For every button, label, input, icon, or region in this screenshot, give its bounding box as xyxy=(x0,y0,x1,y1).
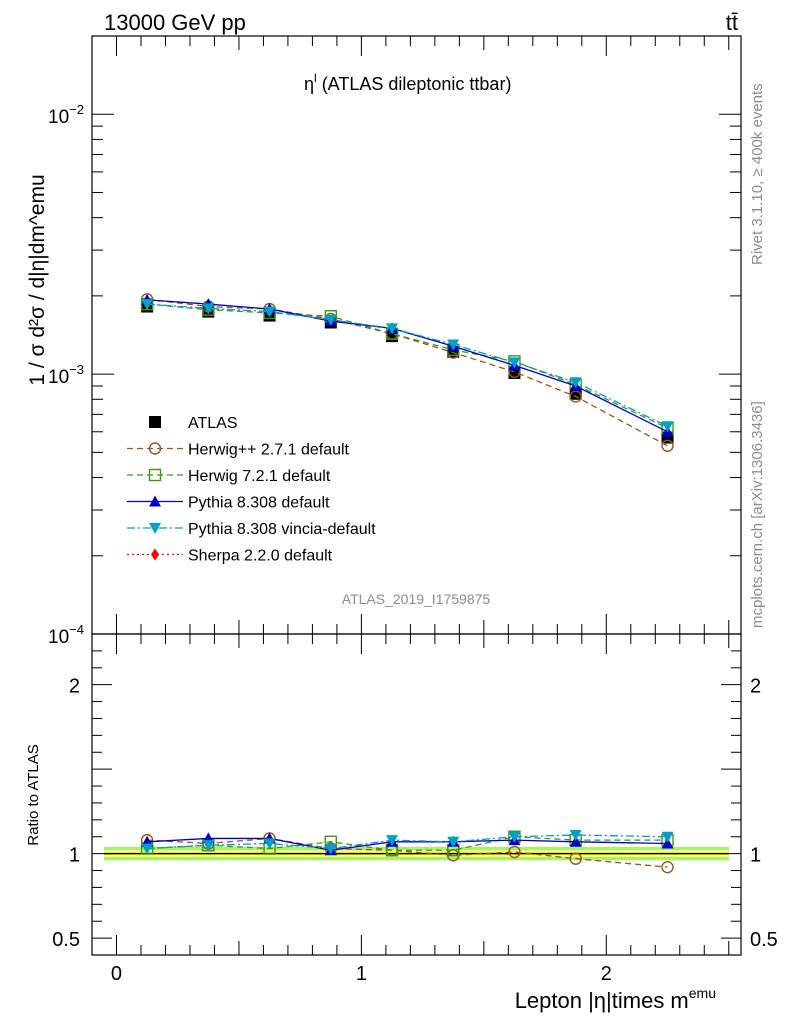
legend-entry: ATLAS xyxy=(149,415,238,432)
x-tick-label: 1 xyxy=(356,963,367,985)
main-ytick-label: 10−2 xyxy=(48,102,84,128)
legend: ATLAS Herwig++ 2.7.1 default Herwig 7.2.1 … xyxy=(127,415,376,565)
legend-label: Herwig 7.2.1 default xyxy=(188,468,331,485)
main-ytick-label-base: 10 xyxy=(48,107,69,128)
main-ytick-label-exp: −3 xyxy=(69,362,84,377)
legend-marker xyxy=(149,495,161,507)
series-line xyxy=(147,303,668,429)
legend-entry: Sherpa 2.2.0 default xyxy=(127,548,333,565)
legend-entry: Herwig 7.2.1 default xyxy=(127,468,331,485)
ratio-data-point xyxy=(508,831,521,843)
ratio-series-pythia-8-308-vincia-default xyxy=(141,830,674,855)
data-point xyxy=(569,377,582,389)
ratio-data-point xyxy=(447,836,460,848)
ratio-ytick-label-right: 2 xyxy=(750,676,761,698)
header-right: tt̄ xyxy=(726,10,738,35)
main-ytick-label-exp: −2 xyxy=(69,102,84,117)
x-axis-label-main: Lepton |η|times m xyxy=(515,988,689,1013)
data-point xyxy=(569,390,582,403)
main-panel: 10−210−310−4 xyxy=(48,35,742,648)
legend-entry: Pythia 8.308 vincia-default xyxy=(127,521,376,538)
series-line xyxy=(147,303,668,427)
series-herwig-7-2-1-default xyxy=(140,297,674,435)
ratio-panel: 2 2 1 1 0.5 0.5 0 1 2 xyxy=(52,633,778,985)
plot-title-sup: l xyxy=(314,71,317,85)
ratio-ytick-label-left: 0.5 xyxy=(52,929,80,951)
mcplots-label: mcplots.cern.ch [arXiv:1306.3436] xyxy=(749,401,766,628)
legend-label: Sherpa 2.2.0 default xyxy=(188,548,333,565)
ratio-data-point xyxy=(569,830,582,842)
data-point xyxy=(324,314,337,326)
ratio-data-point xyxy=(569,835,582,847)
ratio-data-point xyxy=(202,840,215,852)
legend-label: Pythia 8.308 default xyxy=(188,495,330,512)
series-line xyxy=(147,298,668,447)
ratio-ytick-label-left: 2 xyxy=(69,676,80,698)
x-axis-label: Lepton |η|times memu xyxy=(515,985,716,1013)
legend-marker xyxy=(151,548,159,561)
ratio-ytick-label-right: 1 xyxy=(750,845,761,867)
legend-marker xyxy=(149,523,161,534)
data-point xyxy=(202,303,215,315)
ratio-data-point xyxy=(661,831,674,843)
analysis-id: ATLAS_2019_I1759875 xyxy=(342,591,491,607)
ratio-data-point xyxy=(508,845,521,859)
rivet-label: Rivet 3.1.10, ≥ 400k events xyxy=(749,83,766,265)
legend-marker xyxy=(148,442,162,455)
main-ytick-label: 10−3 xyxy=(48,362,84,388)
ratio-data-point xyxy=(569,852,582,865)
ratio-data-point xyxy=(263,838,276,850)
legend-marker xyxy=(149,416,161,428)
plot-title: ηl (ATLAS dileptonic ttbar) xyxy=(304,71,511,94)
plot-title-main: η xyxy=(304,74,314,94)
ratio-ytick-label-right: 0.5 xyxy=(750,929,778,951)
data-point xyxy=(141,299,154,311)
legend-entry: Herwig++ 2.7.1 default xyxy=(127,442,350,459)
ratio-ytick-label-left: 1 xyxy=(69,845,80,867)
legend-label: Pythia 8.308 vincia-default xyxy=(188,521,376,538)
series-line xyxy=(147,299,668,433)
ratio-data-point xyxy=(661,837,674,849)
x-axis-label-sup: emu xyxy=(689,985,716,1001)
main-ytick-label-base: 10 xyxy=(48,367,69,388)
legend-marker xyxy=(148,468,162,482)
data-point xyxy=(661,439,674,452)
legend-label: Herwig++ 2.7.1 default xyxy=(188,442,350,459)
legend-label: ATLAS xyxy=(188,415,238,432)
x-tick-label: 2 xyxy=(601,963,612,985)
main-ytick-label-base: 10 xyxy=(48,627,69,648)
ratio-data-point xyxy=(661,860,674,874)
ratio-series-line xyxy=(147,837,668,868)
main-ytick-label-exp: −4 xyxy=(69,622,84,637)
ratio-data-point xyxy=(386,835,399,847)
data-point xyxy=(661,421,674,433)
ratio-data-point xyxy=(141,843,154,855)
plot-title-rest: (ATLAS dileptonic ttbar) xyxy=(317,74,512,94)
data-point xyxy=(508,357,521,369)
ratio-data-point xyxy=(324,843,337,855)
series-pythia-8-308-vincia-default xyxy=(141,299,674,433)
ratio-frame xyxy=(91,633,742,956)
data-point xyxy=(447,339,460,351)
x-tick-label: 0 xyxy=(111,963,122,985)
ratio-series-line xyxy=(147,836,668,851)
data-point xyxy=(263,306,276,318)
ratio-ylabel: Ratio to ATLAS xyxy=(25,744,42,845)
header-left: 13000 GeV pp xyxy=(104,10,246,35)
main-ytick-label: 10−4 xyxy=(48,622,84,648)
legend-entry: Pythia 8.308 default xyxy=(127,495,330,512)
data-point xyxy=(386,323,399,335)
main-ylabel: 1 / σ d²σ / d|η|dm^emu xyxy=(26,174,49,385)
